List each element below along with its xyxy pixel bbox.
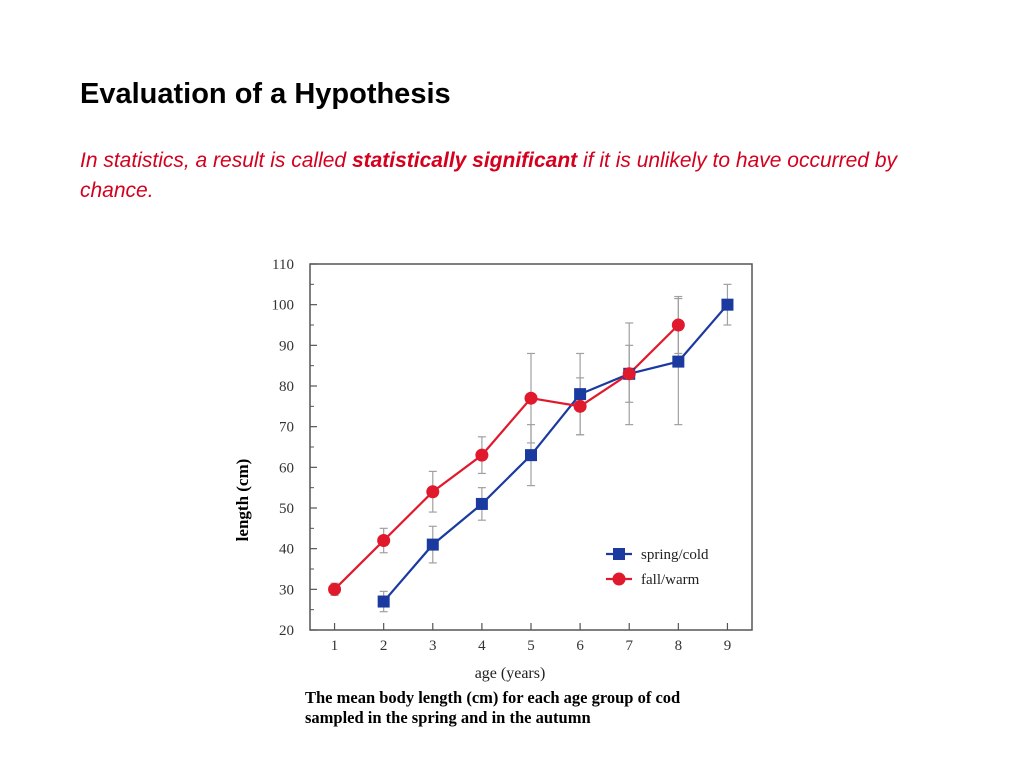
x-tick-label: 6 (576, 638, 584, 654)
data-point-square (574, 388, 587, 401)
data-point-square (426, 538, 439, 551)
definition-prefix: In statistics, a result is called (80, 149, 352, 172)
x-tick-label: 7 (625, 638, 633, 654)
legend-marker-square (613, 548, 625, 560)
data-point-circle (622, 367, 636, 381)
y-tick-label: 80 (279, 379, 294, 395)
data-point-circle (475, 448, 489, 462)
x-tick-label: 5 (527, 638, 535, 654)
data-point-square (475, 497, 488, 510)
series-line (382, 303, 729, 603)
definition-term: statistically significant (351, 149, 578, 172)
legend-label: spring/cold (641, 547, 709, 563)
y-tick-label: 90 (279, 338, 294, 354)
y-tick-label: 110 (272, 257, 294, 273)
y-tick-label: 30 (279, 582, 294, 598)
x-tick-label: 1 (331, 638, 339, 654)
data-point-circle (426, 485, 440, 499)
chart-caption-line-1: The mean body length (cm) for each age g… (305, 688, 680, 707)
chart-caption-line-2: sampled in the spring and in the autumn (305, 708, 591, 727)
y-tick-label: 100 (272, 298, 295, 314)
y-axis-label-group: length (cm) (233, 459, 252, 542)
definition-text: In statistics, a result is called statis… (80, 146, 960, 206)
data-point-square (377, 595, 390, 608)
y-tick-label: 70 (279, 420, 294, 436)
data-point-circle (524, 391, 538, 405)
x-tick-label: 3 (429, 638, 437, 654)
x-axis-label: age (years) (475, 665, 546, 682)
y-tick-label: 50 (279, 501, 294, 517)
data-point-circle (377, 534, 391, 548)
y-tick-label: 40 (279, 542, 294, 558)
y-axis-label: length (cm) (233, 459, 252, 542)
legend-label: fall/warm (641, 572, 700, 588)
x-tick-label: 2 (380, 638, 388, 654)
data-point-circle (328, 582, 342, 596)
definition-suffix: if it is unlikely to have occurred by ch… (80, 149, 897, 202)
slide-title: Evaluation of a Hypothesis (80, 78, 451, 110)
x-tick-label: 4 (478, 638, 486, 654)
data-point-circle (671, 318, 685, 332)
data-point-square (672, 355, 685, 368)
data-point-circle (573, 399, 587, 413)
y-tick-label: 60 (279, 460, 294, 476)
data-point-square (721, 298, 734, 311)
x-tick-label: 9 (724, 638, 732, 654)
data-point-square (525, 449, 537, 462)
series-line (333, 324, 680, 591)
legend-marker-circle (612, 572, 626, 586)
y-tick-label: 20 (279, 623, 294, 639)
x-tick-label: 8 (675, 638, 683, 654)
